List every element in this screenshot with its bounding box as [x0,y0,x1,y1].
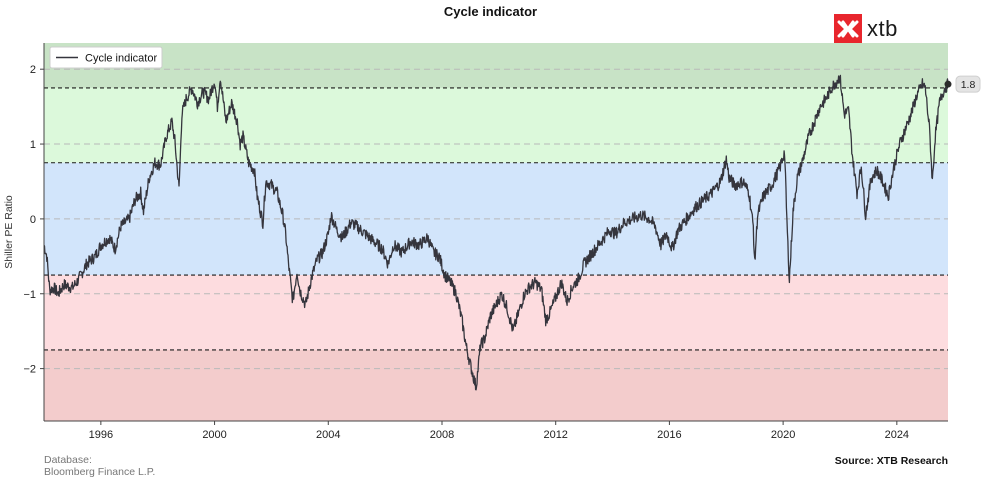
x-tick-label: 1996 [89,429,113,441]
x-tick-label: 2024 [885,429,909,441]
brand-name: xtb [867,16,898,41]
axes [43,43,948,422]
x-tick-label: 2016 [657,429,681,441]
legend: Cycle indicator [49,46,163,69]
last-value-box [955,75,981,93]
database-label: Database: [44,454,92,466]
x-tick-label: 2004 [316,429,340,441]
x-tick-label: 2020 [771,429,795,441]
last-value-label: 1.8 [961,79,976,91]
zone-band-4 [44,349,948,421]
threshold-lines [44,87,948,351]
x-tick-label: 2012 [543,429,567,441]
zone-bands [44,43,948,421]
brand-logo: xtb [834,13,898,45]
x-axis-ticks: 1996 2000 2004 2008 2012 2016 2020 2024 [89,421,909,441]
zone-band-0 [44,43,948,88]
y-tick-label: 0 [30,214,36,226]
xtb-logo-icon [834,14,862,44]
legend-box [49,46,163,69]
y-tick-label: −2 [23,364,36,376]
y-tick-label: 1 [30,139,36,151]
x-tick-label: 2008 [430,429,454,441]
series-line-cycle-indicator [43,74,949,391]
y-tick-label: −1 [23,289,36,301]
grid-lines [44,68,948,370]
y-tick-label: 2 [30,64,36,76]
source-credit: Source: XTB Research [834,455,948,467]
last-value-marker: 1.8 [944,75,981,93]
database-value: Bloomberg Finance L.P. [44,466,156,478]
y-axis-label: Shiller PE Ratio [3,195,15,269]
last-value-dot [944,80,952,88]
data-source-note: Database: Bloomberg Finance L.P. [44,454,155,478]
series-layer [43,74,949,391]
x-tick-label: 2000 [202,429,226,441]
y-axis-ticks: 2 1 0 −1 −2 [23,64,44,376]
zone-band-3 [44,275,948,350]
chart-title: Cycle indicator [443,4,538,19]
legend-entry: Cycle indicator [85,53,157,65]
